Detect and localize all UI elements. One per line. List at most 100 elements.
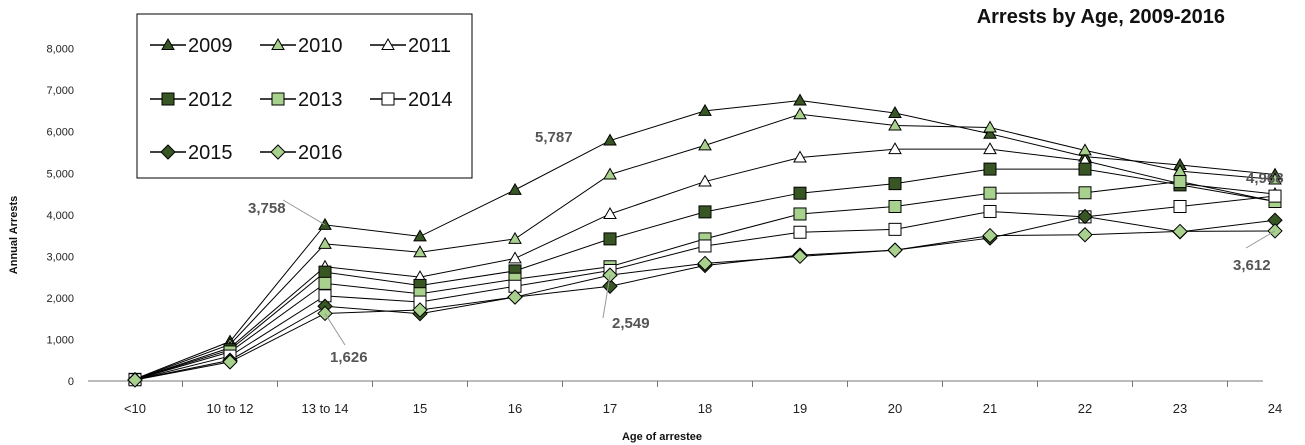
x-tick-label: 19 [793,401,807,416]
point-2010 [793,107,807,120]
point-2016 [1172,223,1188,240]
y-axis-title: Annual Arrests [8,196,20,274]
point-2010 [1268,172,1282,185]
point-2011 [698,174,712,187]
legend-marker-2013 [271,92,285,106]
x-tick-label: 10 to 12 [207,401,254,416]
legend-label-2011: 2011 [408,35,451,57]
legend-marker-2015 [160,144,176,160]
callouts: 3,758 5,787 4,968 1,626 2,549 3,612 [248,129,1284,366]
y-tick-label: 5,000 [46,168,74,180]
point-2016 [982,227,998,244]
legend-label-2014: 2014 [408,89,453,111]
point-2011 [603,206,617,219]
point-2014 [1268,189,1282,203]
y-tick-label: 4,000 [46,210,74,222]
legend-box [136,13,473,179]
legend-label-2015: 2015 [188,142,233,164]
point-2014 [983,204,997,218]
point-2016 [887,242,903,258]
point-2013 [1173,175,1187,189]
point-2010 [508,231,522,244]
chart-title: Arrests by Age, 2009-2016 [976,6,1225,28]
legend-label-2016: 2016 [298,142,343,164]
point-2010 [983,120,997,133]
point-2010 [413,245,427,258]
x-tick-label: <10 [124,401,146,416]
point-2016 [412,302,428,318]
point-2012 [318,265,332,279]
callout-label: 3,758 [248,200,286,217]
legend-marker-2014 [381,92,395,106]
callout-leader [1245,230,1276,249]
point-2016 [222,354,238,370]
x-tick-label: 21 [983,401,997,416]
x-tick-label: 18 [698,401,712,416]
point-2009 [318,217,332,230]
x-tick-label: 23 [1173,401,1187,416]
point-2013 [983,186,997,200]
point-2014 [698,239,712,253]
callout-label: 3,612 [1233,257,1271,274]
x-tick-label: 22 [1078,401,1092,416]
point-2014 [888,222,902,236]
legend-marker-2016 [270,144,286,160]
callout-label: 4,968 [1246,170,1284,187]
point-2016 [697,255,713,272]
point-2009 [888,105,902,119]
callout-leader [602,275,611,319]
legend-label-2013: 2013 [298,89,343,111]
point-2015 [1077,208,1093,225]
y-tick-label: 7,000 [46,85,74,97]
legend-label-2012: 2012 [188,89,233,111]
x-tick-label: 20 [888,401,902,416]
legend-marker-2011 [381,37,395,50]
point-2011 [793,150,807,163]
point-2014 [1173,199,1187,213]
callout-label: 5,787 [535,129,573,146]
y-tick-label: 0 [68,376,74,388]
legend-label-2010: 2010 [298,35,343,57]
point-2013 [318,276,332,290]
plot-layer: 0 1,000 2,000 3,000 4,000 5,000 6,000 7,000 8,00… [46,44,1283,416]
point-2009 [413,229,427,242]
point-2011 [983,142,997,155]
series-line-2012 [134,168,1276,380]
point-2011 [508,251,522,264]
point-2010 [888,118,902,131]
point-2016 [1077,227,1093,243]
point-2009 [603,133,617,146]
point-2012 [698,205,712,219]
legend-label-2009: 2009 [188,35,233,57]
x-tick-label: 13 to 14 [302,401,349,416]
y-tick-label: 2,000 [46,293,74,305]
y-tick-label: 3,000 [46,251,74,263]
callout-label: 2,549 [612,315,650,332]
point-2012 [1078,162,1092,176]
callout-leader [324,313,346,346]
callout-label: 1,626 [330,349,368,366]
point-2010 [318,236,332,249]
point-2016 [507,289,523,305]
point-2009 [698,103,712,116]
point-2013 [1078,186,1092,200]
legend-marker-2009 [161,37,175,50]
series-line-2016 [134,230,1276,381]
point-2014 [793,225,807,239]
point-2012 [603,232,617,246]
point-2009 [508,182,522,195]
point-2012 [888,177,902,191]
y-tick-label: 1,000 [46,334,74,346]
point-2012 [983,162,997,176]
point-2010 [698,138,712,151]
x-axis-title: Age of arrestee [622,431,702,443]
point-2016 [127,372,143,388]
legend: 2009 2010 2011 2012 2013 2014 2015 2016 [136,13,473,179]
point-2010 [603,167,617,180]
point-2009 [793,93,807,106]
x-tick-label: 16 [508,401,522,416]
x-tick-label: 15 [413,401,427,416]
point-2009 [983,126,997,139]
callout-leader [282,199,326,226]
